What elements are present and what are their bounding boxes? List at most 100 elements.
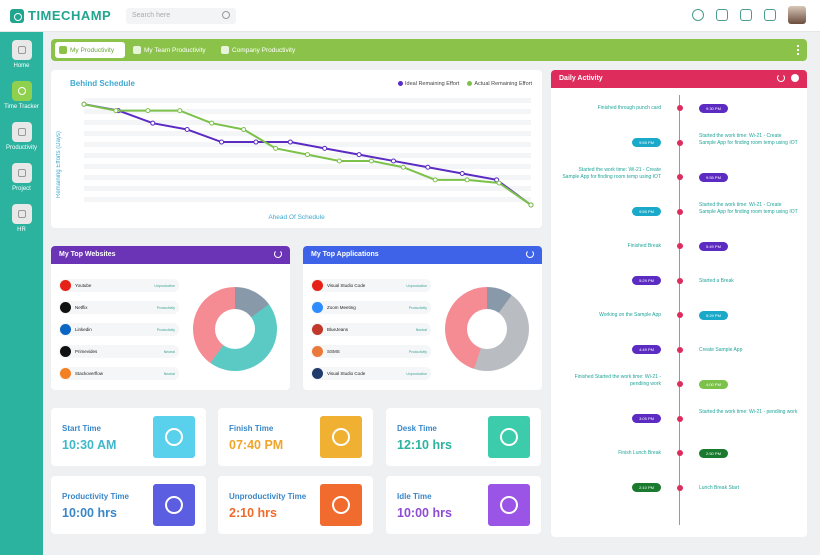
list-item[interactable]: Stackoverflow Neutral bbox=[59, 367, 179, 380]
list-item[interactable]: Zoom Meeting Productivity bbox=[311, 301, 431, 314]
stat-value: 10:30 AM bbox=[62, 438, 117, 452]
data-point[interactable] bbox=[177, 108, 183, 114]
legend-ideal: Ideal Remaining Effort bbox=[397, 81, 459, 87]
sidebar: Home Time Tracker Productivity Project H… bbox=[0, 32, 43, 555]
refresh-icon[interactable] bbox=[526, 250, 534, 258]
data-point[interactable] bbox=[219, 139, 225, 145]
data-point[interactable] bbox=[496, 180, 502, 186]
grid-band bbox=[84, 98, 531, 103]
sidebar-item-time-tracker[interactable]: Time Tracker bbox=[0, 81, 43, 110]
tab-my-productivity[interactable]: My Productivity bbox=[55, 42, 125, 58]
stat-card: Desk Time 12:10 hrs bbox=[386, 408, 541, 466]
data-point[interactable] bbox=[209, 120, 215, 126]
list-item[interactable]: Visual Studio Code Unproductive bbox=[311, 279, 431, 292]
briefcase-icon[interactable] bbox=[740, 9, 752, 21]
data-point[interactable] bbox=[528, 202, 534, 208]
list-item[interactable]: Linkedin Productivity bbox=[59, 323, 179, 336]
data-point[interactable] bbox=[459, 171, 465, 177]
sidebar-item-project[interactable]: Project bbox=[0, 163, 43, 192]
eye-icon[interactable] bbox=[692, 9, 704, 21]
list-item[interactable]: SSMS Productivity bbox=[311, 345, 431, 358]
activity-text: Lunch Break Start bbox=[699, 484, 740, 491]
data-point[interactable] bbox=[81, 101, 87, 107]
daily-activity-card: Daily Activity 9:30 PM Finished through p… bbox=[551, 70, 807, 537]
list-item[interactable]: Primevides Neutral bbox=[59, 345, 179, 358]
avatar[interactable] bbox=[788, 6, 806, 24]
item-name: Linkedin bbox=[75, 327, 92, 332]
data-point[interactable] bbox=[400, 164, 406, 170]
website-icon bbox=[60, 324, 71, 335]
list-item[interactable]: BlueJeans Neutral bbox=[311, 323, 431, 336]
list-item[interactable]: Youtube Unproductive bbox=[59, 279, 179, 292]
data-point[interactable] bbox=[253, 139, 259, 145]
user-settings-icon[interactable] bbox=[791, 74, 799, 82]
search-input[interactable]: Search here bbox=[126, 8, 236, 24]
data-point[interactable] bbox=[356, 152, 362, 158]
item-name: BlueJeans bbox=[327, 327, 349, 332]
sidebar-item-label: Project bbox=[12, 186, 31, 192]
data-point[interactable] bbox=[145, 108, 151, 114]
refresh-icon[interactable] bbox=[777, 74, 785, 82]
home-icon bbox=[11, 40, 32, 60]
stat-card: Finish Time 07:40 PM bbox=[218, 408, 373, 466]
data-point[interactable] bbox=[322, 145, 328, 151]
burndown-chart-card: Behind Schedule Ideal Remaining Effort A… bbox=[51, 70, 542, 228]
top-websites-card: My Top Websites Youtube Unproductive Netfl… bbox=[51, 246, 290, 390]
time-pill: 9:55 PM bbox=[699, 172, 728, 182]
activity-text: Started the work time: Wi-21 - Create Sa… bbox=[562, 167, 661, 180]
data-point[interactable] bbox=[287, 139, 293, 145]
timeline-dot bbox=[676, 346, 683, 353]
timeline-line bbox=[679, 95, 680, 525]
data-point[interactable] bbox=[150, 120, 156, 126]
search-icon[interactable] bbox=[222, 11, 230, 19]
list-item[interactable]: Visual Studio Code Unproductive bbox=[311, 367, 431, 380]
item-name: Netflix bbox=[75, 305, 88, 310]
timeline-dot bbox=[676, 277, 683, 284]
sidebar-item-hr[interactable]: HR bbox=[0, 204, 43, 233]
data-point[interactable] bbox=[368, 158, 374, 164]
data-point[interactable] bbox=[432, 177, 438, 183]
app-icon bbox=[312, 280, 323, 291]
more-icon[interactable] bbox=[797, 45, 799, 55]
data-point[interactable] bbox=[113, 108, 119, 114]
building-icon[interactable] bbox=[716, 9, 728, 21]
data-point[interactable] bbox=[336, 158, 342, 164]
item-category: Unproductive bbox=[406, 283, 427, 288]
stat-value: 2:10 hrs bbox=[229, 506, 277, 520]
tab-my-team-productivity[interactable]: My Team Productivity bbox=[129, 42, 215, 58]
data-point[interactable] bbox=[464, 177, 470, 183]
data-point[interactable] bbox=[425, 164, 431, 170]
stat-label: Idle Time bbox=[397, 492, 432, 501]
grid-band bbox=[84, 186, 531, 191]
timeline-dot bbox=[676, 174, 683, 180]
legend-actual: Actual Remaining Effort bbox=[467, 81, 532, 87]
burndown-chart bbox=[81, 98, 534, 208]
data-point[interactable] bbox=[184, 126, 190, 132]
tab-company-productivity[interactable]: Company Productivity bbox=[217, 42, 309, 58]
data-point[interactable] bbox=[390, 158, 396, 164]
sidebar-item-productivity[interactable]: Productivity bbox=[0, 122, 43, 151]
sidebar-item-home[interactable]: Home bbox=[0, 40, 43, 69]
refresh-icon[interactable] bbox=[274, 250, 282, 258]
list-item[interactable]: Netflix Productivity bbox=[59, 301, 179, 314]
data-point[interactable] bbox=[273, 145, 279, 151]
activity-text: Started the work time: Wi-21 - pendiing … bbox=[699, 408, 798, 415]
data-point[interactable] bbox=[241, 126, 247, 132]
timeline-dot bbox=[676, 484, 683, 491]
time-pill: 5:29 PM bbox=[632, 276, 661, 285]
time-pill: 5:29 PM bbox=[699, 310, 728, 320]
website-icon bbox=[60, 368, 71, 379]
item-name: Visual Studio Code bbox=[327, 283, 366, 288]
tab-bar: My Productivity My Team Productivity Com… bbox=[51, 39, 807, 61]
sidebar-item-label: Productivity bbox=[5, 145, 37, 151]
item-name: Youtube bbox=[75, 283, 92, 288]
item-category: Unproductive bbox=[406, 371, 427, 376]
grid-band bbox=[84, 175, 531, 180]
stat-label: Desk Time bbox=[397, 424, 437, 433]
chart-xlabel: Ahead Of Schedule bbox=[268, 214, 325, 221]
top-applications-header: My Top Applications bbox=[303, 246, 542, 264]
data-point[interactable] bbox=[305, 152, 310, 158]
logo[interactable]: TIMECHAMP bbox=[10, 8, 111, 23]
sliders-icon[interactable] bbox=[764, 9, 776, 21]
item-category: Neutral bbox=[415, 327, 427, 332]
